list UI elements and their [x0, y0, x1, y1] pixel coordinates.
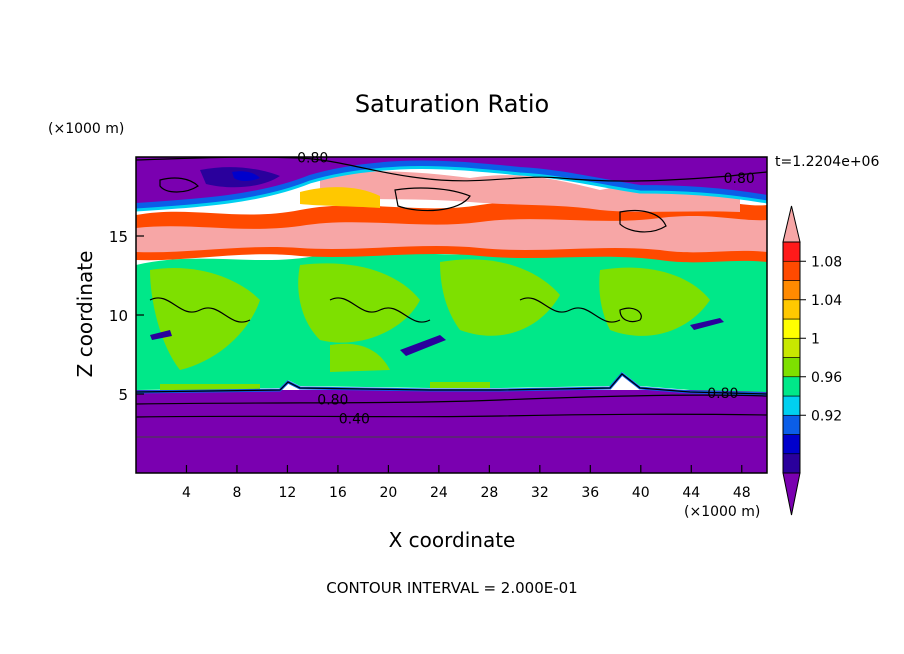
x-tick-label: 36 [581, 485, 599, 501]
colorbar-bin [782, 472, 801, 516]
moist-patch [599, 267, 710, 336]
colorbar-frame [782, 241, 801, 474]
colorbar-tick-label: 1.08 [811, 254, 842, 270]
contour-label: 0.40 [339, 411, 370, 427]
x-tick-label: 40 [632, 485, 650, 501]
colorbar-bin [782, 453, 801, 474]
upper-cloud-edge [300, 187, 380, 208]
contour-label: 0.80 [297, 151, 328, 167]
moist-patch [160, 384, 260, 390]
colorbar: 1.08 1.04 1 0.96 0.92 [782, 205, 842, 516]
plot-area [136, 157, 767, 473]
colorbar-bin [782, 337, 801, 358]
contour-label: 0.80 [724, 171, 755, 187]
colorbar-tick-label: 1 [811, 331, 820, 347]
x-tick-label: 4 [182, 485, 191, 501]
x-tick-label: 48 [733, 485, 751, 501]
x-tick-label: 8 [232, 485, 241, 501]
moist-patch [150, 268, 260, 370]
x-tick-label: 44 [682, 485, 700, 501]
x-tick-label: 28 [480, 485, 498, 501]
colorbar-bin [782, 395, 801, 416]
colorbar-bin [782, 318, 801, 339]
colorbar-bin [782, 299, 801, 320]
colorbar-tick-label: 0.92 [811, 408, 842, 424]
colorbar-bin [782, 205, 801, 243]
colorbar-tick-label: 0.96 [811, 370, 842, 386]
y-tick-label: 15 [109, 228, 128, 246]
moist-patch [330, 343, 390, 372]
contour-label: 0.80 [707, 386, 738, 402]
x-axis: 4 8 12 16 20 24 28 32 36 40 44 48 [182, 465, 751, 501]
colorbar-bin [782, 434, 801, 455]
cap-edge-cyan [136, 165, 767, 212]
dry-pocket [232, 171, 260, 181]
x-tick-label: 12 [279, 485, 297, 501]
x-tick-label: 16 [329, 485, 347, 501]
thin-dry-streak [690, 318, 724, 330]
colorbar-bin [782, 241, 801, 262]
y-units-label: (×1000 m) [48, 121, 124, 137]
y-axis: 5 10 15 [109, 228, 144, 404]
colorbar-bin [782, 376, 801, 397]
contour-interval-footer: CONTOUR INTERVAL = 2.000E-01 [326, 579, 577, 597]
thin-dry-streak [150, 330, 172, 340]
thin-dry-streak [400, 335, 446, 356]
contour-label: 0.80 [317, 392, 348, 408]
cap-edge-blue [136, 160, 767, 209]
x-axis-label: X coordinate [389, 528, 516, 552]
y-axis-label: Z coordinate [73, 251, 97, 378]
contour-label-group: 0.80 0.80 0.80 0.40 0.80 [297, 151, 755, 428]
moist-patch [430, 382, 490, 388]
colorbar-tick-label: 1.04 [811, 293, 842, 309]
chart-title: Saturation Ratio [355, 90, 549, 118]
x-tick-label: 20 [379, 485, 397, 501]
colorbar-bin [782, 280, 801, 301]
colorbar-bin [782, 414, 801, 435]
time-label: t=1.2204e+06 [775, 154, 879, 170]
x-units-label: (×1000 m) [684, 504, 760, 520]
y-tick-label: 5 [118, 386, 128, 404]
moist-patch [298, 263, 420, 343]
supersaturated-band-core [136, 216, 767, 253]
colorbar-bin [782, 260, 801, 281]
x-tick-label: 24 [430, 485, 448, 501]
y-tick-label: 10 [109, 307, 128, 325]
colorbar-bin [782, 357, 801, 378]
moist-patch [440, 259, 560, 336]
upper-cloud-core [320, 171, 740, 212]
base-dry-layer [136, 390, 767, 473]
x-tick-label: 32 [531, 485, 549, 501]
dry-cap-layer [136, 157, 767, 204]
